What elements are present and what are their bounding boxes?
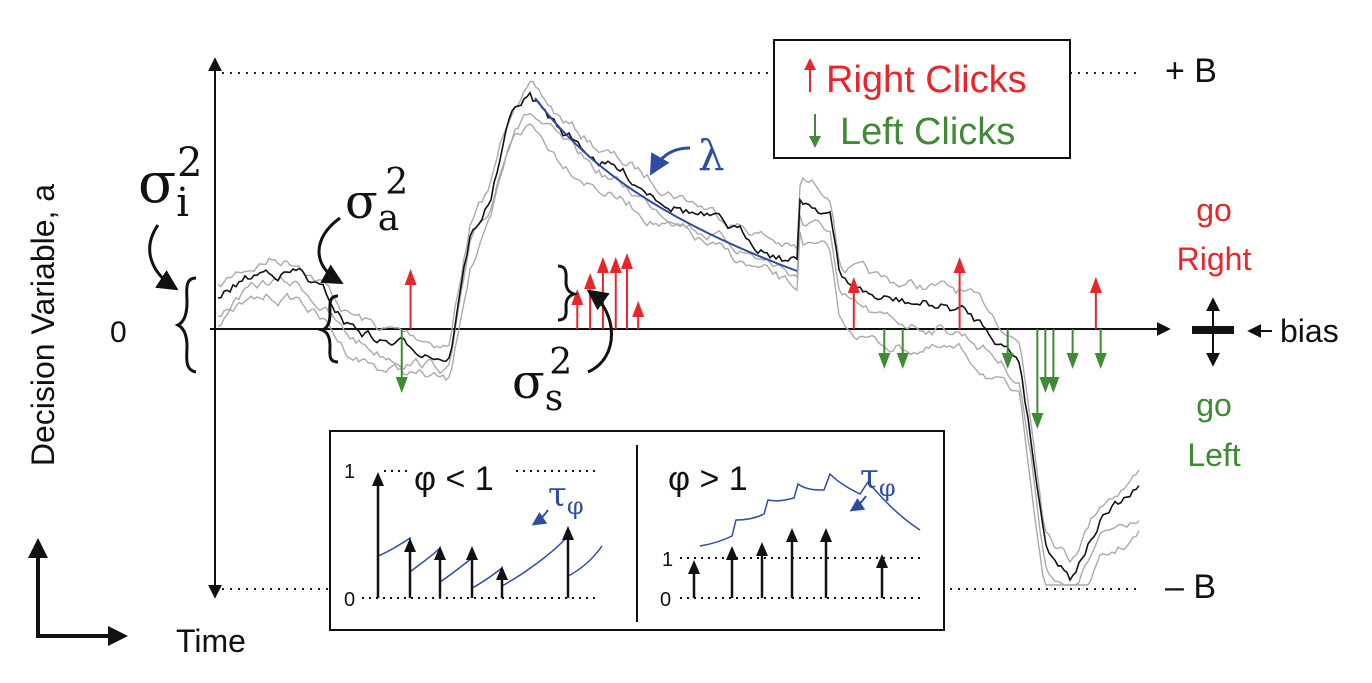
inset-click-arrow — [434, 546, 446, 598]
legend-box — [773, 39, 1071, 159]
left-click-arrow — [1047, 329, 1060, 393]
left-click-arrow — [1031, 329, 1044, 429]
go-left-word-2: Left — [1187, 437, 1240, 473]
y-axis-title: Decision Variable, a — [25, 184, 61, 466]
sigma-s-sup: 2 — [549, 342, 572, 383]
lambda-symbol: λ — [698, 131, 725, 180]
go-left-word-1: go — [1196, 387, 1232, 423]
sigma-a-arrow — [317, 216, 344, 285]
left-click-arrow — [878, 329, 891, 369]
inset-right-title: φ > 1 — [668, 460, 748, 498]
left-click-arrow — [1001, 329, 1014, 369]
go-right-word-2: Right — [1177, 241, 1252, 277]
accumulator-traces — [217, 80, 1140, 586]
sigma-i-brace — [174, 276, 197, 374]
inset-click-arrow — [876, 554, 888, 598]
right-click-arrow — [620, 253, 633, 329]
sigma-i-sub: i — [176, 180, 189, 226]
sigma-s-arrow — [586, 289, 613, 374]
inset-left-tick-1: 1 — [344, 461, 355, 483]
lambda-arrow — [649, 146, 691, 176]
inset-click-arrow — [466, 546, 478, 598]
left-click-arrow — [1094, 329, 1107, 369]
sigma-a-brace — [317, 294, 339, 364]
gray-trace — [217, 123, 1140, 586]
sigma-i-sup: 2 — [177, 140, 202, 186]
sigma-s-brace — [557, 264, 579, 322]
sigma-a-sup: 2 — [385, 162, 408, 203]
inset-right-clicks — [688, 528, 888, 598]
bias-marker — [1192, 326, 1234, 334]
upper-bound-label: + B — [1165, 52, 1217, 90]
highlighted-trace — [217, 91, 1140, 582]
sigma-s-label: σs2 — [512, 342, 572, 419]
right-click-arrow — [1089, 277, 1102, 329]
right-click-arrow — [584, 273, 597, 329]
legend-left-arrowhead — [809, 136, 821, 148]
gray-trace — [217, 80, 1140, 564]
svg-text:σs2: σs2 — [512, 342, 572, 419]
zero-label: 0 — [110, 316, 127, 349]
inset-click-arrow — [562, 526, 574, 598]
inset-panel: 1 0 φ < 1 τφ 1 0 φ > 1 τφ — [329, 430, 945, 631]
click-arrows — [395, 253, 1107, 429]
corner-axes-icon — [28, 538, 128, 646]
inset-left-clicks — [372, 472, 574, 598]
left-click-arrow — [1066, 329, 1079, 369]
left-click-arrow — [1039, 329, 1052, 393]
inset-click-arrow — [496, 566, 508, 598]
inset-click-arrow — [688, 560, 700, 598]
sigma-i-arrow — [148, 224, 179, 291]
time-label: Time — [176, 623, 246, 659]
lambda-decay-curve — [534, 97, 798, 272]
inset-right-tick-1: 1 — [662, 549, 673, 571]
svg-text:σa2: σa2 — [345, 162, 408, 239]
sigma-a-base: σ — [345, 174, 378, 230]
inset-left-title: φ < 1 — [414, 460, 494, 498]
left-click-arrow — [395, 329, 408, 393]
right-click-arrow — [404, 269, 417, 329]
inset-click-arrow — [756, 542, 768, 598]
sigma-s-sub: s — [545, 378, 563, 419]
inset-left-tau: τφ — [548, 475, 584, 520]
inset-right-tau-arrow — [849, 495, 867, 512]
inset-right-tau: τφ — [860, 457, 896, 502]
legend: Right Clicks Left Clicks — [773, 39, 1071, 159]
sigma-s-base: σ — [512, 354, 545, 410]
inset-left-tau-arrow — [531, 509, 549, 526]
lower-bound-label: – B — [1165, 568, 1216, 606]
right-click-arrow — [847, 277, 860, 329]
sigma-i-label: σi2 — [138, 140, 202, 226]
svg-text:σi2: σi2 — [138, 140, 202, 226]
sigma-a-label: σa2 — [345, 162, 408, 239]
go-right-word-1: go — [1196, 192, 1232, 228]
right-click-arrow — [571, 289, 584, 329]
right-click-arrow — [953, 257, 966, 329]
sigma-i-base: σ — [138, 151, 176, 216]
legend-left-label: Left Clicks — [840, 111, 1015, 153]
legend-right-arrowhead — [804, 58, 816, 70]
legend-right-label: Right Clicks — [826, 59, 1027, 101]
gray-trace — [217, 112, 1140, 586]
inset-click-arrow — [372, 472, 384, 598]
inset-left-tick-0: 0 — [344, 589, 355, 611]
right-click-arrow — [609, 257, 622, 329]
inset-click-arrow — [786, 528, 798, 598]
right-click-arrow — [632, 301, 645, 329]
bias-label: bias — [1280, 313, 1339, 349]
right-click-arrow — [596, 257, 609, 329]
sigma-a-sub: a — [378, 198, 399, 239]
inset-click-arrow — [726, 546, 738, 598]
inset-click-arrow — [820, 528, 832, 598]
left-click-arrow — [896, 329, 909, 369]
inset-click-arrow — [404, 538, 416, 598]
inset-right-adaptation-curve — [699, 472, 921, 547]
inset-right-tick-0: 0 — [660, 589, 671, 611]
